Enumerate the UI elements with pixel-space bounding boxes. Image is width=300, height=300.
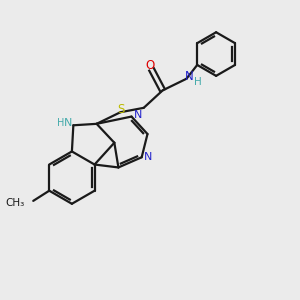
- Text: N: N: [134, 110, 142, 120]
- Text: S: S: [117, 103, 125, 116]
- Text: H: H: [58, 118, 65, 128]
- Text: N: N: [64, 118, 72, 128]
- Text: CH₃: CH₃: [6, 198, 25, 208]
- Text: O: O: [146, 58, 155, 72]
- Text: N: N: [144, 152, 152, 162]
- Text: N: N: [185, 70, 194, 83]
- Text: H: H: [194, 77, 201, 87]
